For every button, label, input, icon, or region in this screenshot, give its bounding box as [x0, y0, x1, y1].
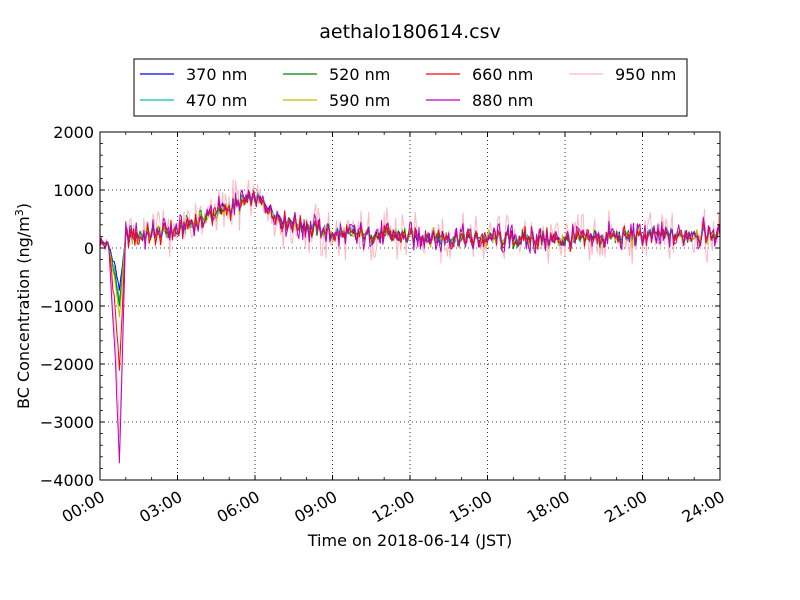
y-tick-label: −3000 — [40, 413, 94, 432]
y-axis-label-text: BC Concentration (ng/m — [14, 216, 33, 409]
series-line-590-nm — [100, 194, 720, 318]
legend-item: 520 nm — [283, 65, 390, 84]
grid-lines — [100, 132, 720, 480]
legend-label: 880 nm — [472, 91, 533, 110]
legend-item: 660 nm — [426, 65, 533, 84]
legend-label: 470 nm — [186, 91, 247, 110]
plot-frame — [99, 131, 721, 481]
y-axis-label-suffix: ) — [14, 203, 33, 209]
legend-item: 950 nm — [569, 65, 676, 84]
legend-item: 590 nm — [283, 91, 390, 110]
legend-frame — [133, 58, 688, 117]
legend: 370 nm 470 nm 520 nm 590 nm 660 nm 880 nm 950 … — [133, 58, 688, 117]
y-tick-label: 0 — [84, 239, 94, 258]
y-tick-label: −1000 — [40, 297, 94, 316]
y-axis-label-superscript: 3 — [13, 209, 26, 216]
series-line-880-nm — [100, 189, 720, 464]
legend-label: 590 nm — [329, 91, 390, 110]
y-tick-label: 2000 — [53, 123, 94, 142]
legend-item: 880 nm — [426, 91, 533, 110]
legend-label: 520 nm — [329, 65, 390, 84]
chart-title: aethalo180614.csv — [319, 21, 501, 43]
legend-label: 660 nm — [472, 65, 533, 84]
y-tick-label: −4000 — [40, 471, 94, 490]
legend-item: 470 nm — [140, 91, 247, 110]
y-axis-tick-labels: 2000 1000 0 −1000 −2000 −3000 −4000 — [40, 123, 94, 490]
legend-item: 370 nm — [140, 65, 247, 84]
legend-label: 370 nm — [186, 65, 247, 84]
series-lines — [100, 179, 720, 464]
y-axis-label: BC Concentration (ng/m3) — [13, 203, 33, 409]
y-tick-label: 1000 — [53, 181, 94, 200]
legend-label: 950 nm — [615, 65, 676, 84]
x-axis-label: Time on 2018-06-14 (JST) — [307, 531, 512, 550]
plot-area — [99, 131, 721, 481]
y-tick-label: −2000 — [40, 355, 94, 374]
